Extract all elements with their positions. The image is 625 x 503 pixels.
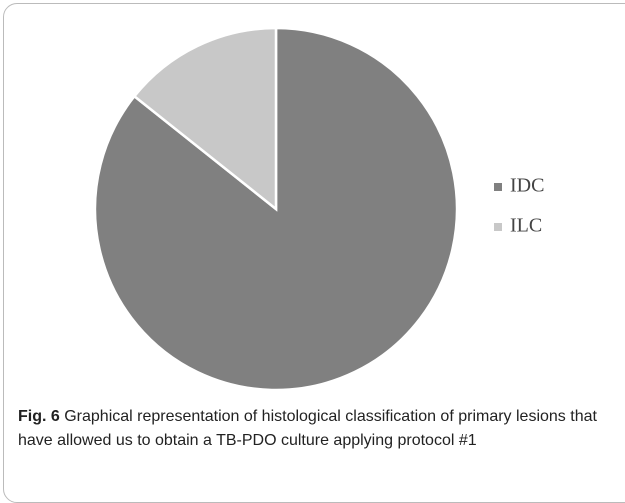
legend-swatch [494,223,502,231]
legend-swatch [494,183,502,191]
caption-text: Graphical representation of histological… [18,408,597,449]
page: IDC ILC Fig. 6 Graphical representation o… [3,3,625,503]
legend-label: IDC [510,175,544,197]
caption-label: Fig. 6 [18,408,60,425]
caption: Fig. 6 Graphical representation of histo… [18,405,618,453]
chart: IDC ILC [93,26,544,392]
pie-slice [132,26,278,212]
legend-label: ILC [510,215,542,237]
